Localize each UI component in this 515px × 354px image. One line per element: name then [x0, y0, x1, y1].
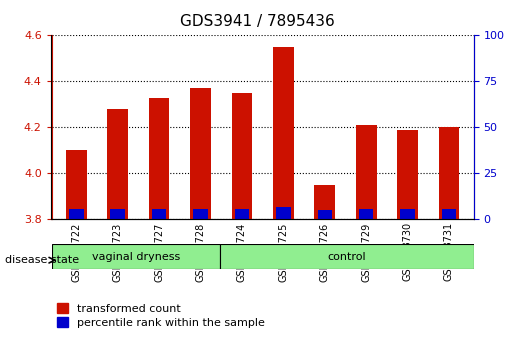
- Bar: [108, 109, 128, 219]
- Bar: [69, 209, 83, 219]
- Bar: [276, 207, 290, 219]
- Bar: [193, 209, 208, 219]
- Bar: [397, 130, 418, 219]
- Bar: [439, 127, 459, 219]
- Bar: [152, 209, 166, 219]
- Bar: [318, 210, 332, 219]
- FancyBboxPatch shape: [52, 244, 220, 269]
- Bar: [235, 209, 249, 219]
- Bar: [111, 209, 125, 219]
- Text: control: control: [328, 252, 366, 262]
- Bar: [273, 47, 294, 219]
- Bar: [66, 150, 87, 219]
- Bar: [314, 185, 335, 219]
- Bar: [232, 93, 252, 219]
- Text: disease state: disease state: [5, 255, 79, 265]
- Bar: [190, 88, 211, 219]
- Bar: [359, 209, 373, 219]
- Text: GDS3941 / 7895436: GDS3941 / 7895436: [180, 14, 335, 29]
- Bar: [400, 209, 415, 219]
- Legend: transformed count, percentile rank within the sample: transformed count, percentile rank withi…: [57, 303, 265, 328]
- FancyBboxPatch shape: [220, 244, 474, 269]
- Bar: [356, 125, 376, 219]
- Bar: [442, 209, 456, 219]
- Bar: [149, 98, 169, 219]
- Text: vaginal dryness: vaginal dryness: [92, 252, 180, 262]
